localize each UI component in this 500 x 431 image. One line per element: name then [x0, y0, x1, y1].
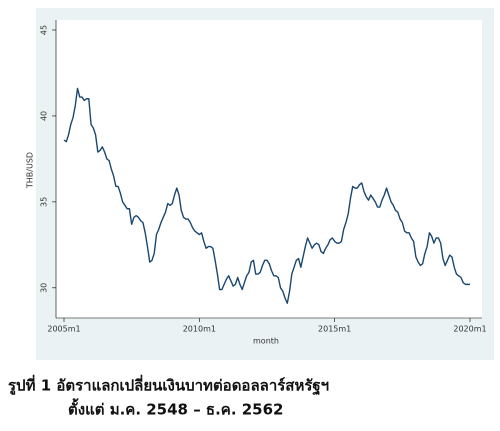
- y-tick-label: 35: [40, 197, 49, 207]
- y-tick-label: 30: [40, 283, 49, 293]
- x-tick-label: 2010m1: [183, 325, 216, 334]
- caption: ตั้งแต่ ม.ค. 2548 – ธ.ค. 2562: [68, 398, 284, 419]
- y-tick-label: 40: [40, 111, 49, 121]
- plot-region: [56, 20, 482, 318]
- x-tick-label: 2020m1: [453, 325, 486, 334]
- y-axis-label: THB/USD: [26, 152, 35, 189]
- y-tick-label: 45: [40, 25, 49, 35]
- x-tick-label: 2015m1: [318, 325, 351, 334]
- caption: รูปที่ 1 อัตราแลกเปลี่ยนเงินบาทต่อดอลลาร…: [8, 375, 329, 396]
- x-tick-label: 2005m1: [47, 325, 80, 334]
- x-axis-label: month: [253, 337, 279, 346]
- data-line: [63, 87, 470, 304]
